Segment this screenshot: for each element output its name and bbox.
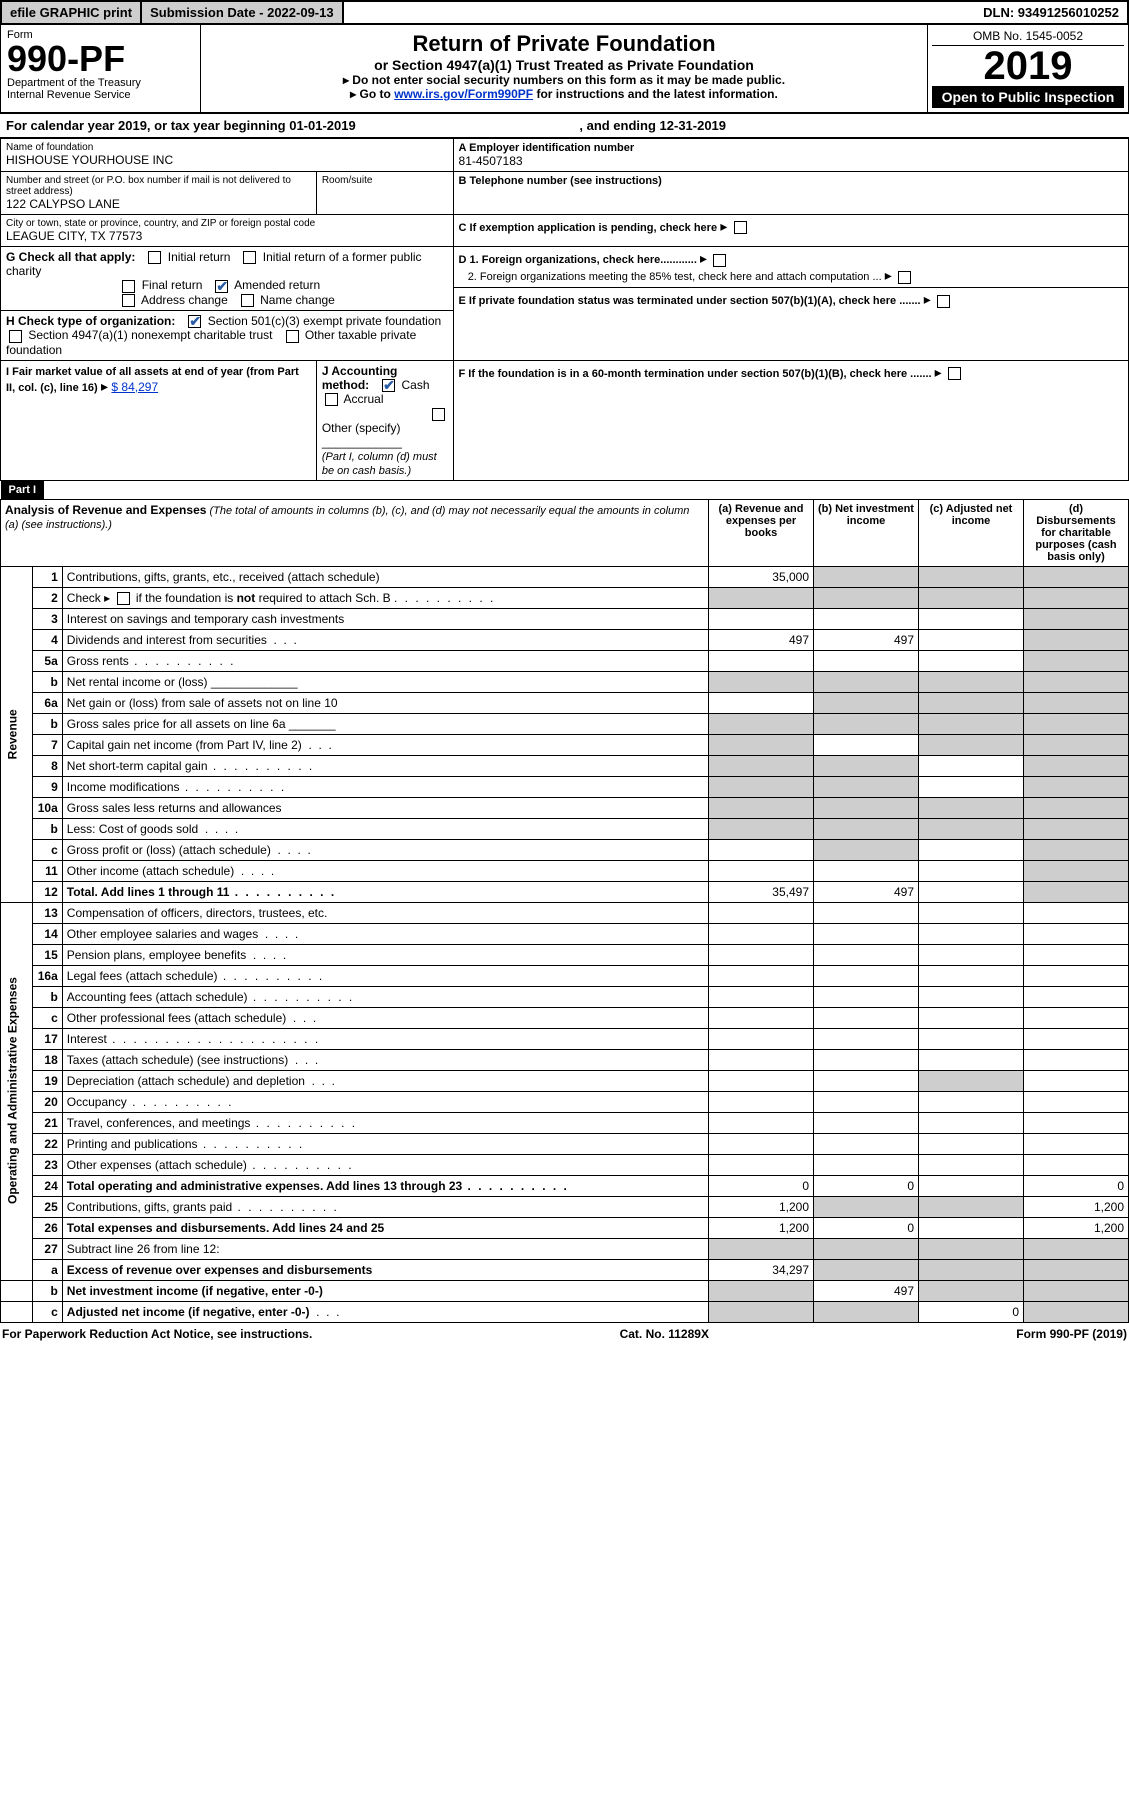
g-final: Final return bbox=[142, 278, 203, 292]
r2-checkbox[interactable] bbox=[117, 592, 130, 605]
j-note: (Part I, column (d) must be on cash basi… bbox=[322, 451, 437, 477]
city-value: LEAGUE CITY, TX 77573 bbox=[6, 229, 448, 243]
col-c-header: (c) Adjusted net income bbox=[919, 499, 1024, 566]
ein-value: 81-4507183 bbox=[459, 154, 1123, 168]
d2-checkbox[interactable] bbox=[898, 271, 911, 284]
dept-label: Department of the Treasury bbox=[7, 77, 194, 89]
h-501c3-checkbox[interactable] bbox=[188, 315, 201, 328]
h-othertax-checkbox[interactable] bbox=[286, 330, 299, 343]
calendar-year-row: For calendar year 2019, or tax year begi… bbox=[0, 113, 1129, 138]
cal-year-begin: For calendar year 2019, or tax year begi… bbox=[6, 118, 356, 133]
f-label: F If the foundation is in a 60-month ter… bbox=[459, 368, 932, 380]
g-amended: Amended return bbox=[234, 278, 320, 292]
h-label: H Check type of organization: bbox=[6, 314, 175, 328]
c-label: C If exemption application is pending, c… bbox=[459, 222, 718, 234]
form-title: Return of Private Foundation bbox=[207, 31, 921, 57]
footer-left: For Paperwork Reduction Act Notice, see … bbox=[2, 1327, 312, 1341]
form-center-block: Return of Private Foundation or Section … bbox=[201, 25, 928, 112]
inspection-box: Open to Public Inspection bbox=[932, 86, 1124, 108]
h-4947: Section 4947(a)(1) nonexempt charitable … bbox=[28, 328, 272, 342]
part1-label: Part I bbox=[1, 481, 45, 499]
footer: For Paperwork Reduction Act Notice, see … bbox=[0, 1323, 1129, 1345]
row-desc: Contributions, gifts, grants, etc., rece… bbox=[62, 566, 708, 587]
form-instr1: ▸ Do not enter social security numbers o… bbox=[207, 73, 921, 87]
foundation-name: HISHOUSE YOURHOUSE INC bbox=[6, 153, 448, 167]
g-addrchange: Address change bbox=[141, 293, 228, 307]
e-checkbox[interactable] bbox=[937, 295, 950, 308]
form-subtitle: or Section 4947(a)(1) Trust Treated as P… bbox=[207, 57, 921, 73]
phone-label: B Telephone number (see instructions) bbox=[459, 175, 1123, 187]
h-501c3: Section 501(c)(3) exempt private foundat… bbox=[208, 314, 441, 328]
g-amended-checkbox[interactable] bbox=[215, 280, 228, 293]
col-b-header: (b) Net investment income bbox=[814, 499, 919, 566]
j-accrual: Accrual bbox=[344, 392, 384, 406]
form-instr2: ▸ Go to www.irs.gov/Form990PF for instru… bbox=[207, 87, 921, 101]
room-label: Room/suite bbox=[322, 175, 448, 186]
dln-label: DLN: 93491256010252 bbox=[975, 2, 1127, 23]
h-4947-checkbox[interactable] bbox=[9, 330, 22, 343]
j-cash-checkbox[interactable] bbox=[382, 379, 395, 392]
footer-mid: Cat. No. 11289X bbox=[620, 1327, 709, 1341]
j-other-checkbox[interactable] bbox=[432, 408, 445, 421]
e-label: E If private foundation status was termi… bbox=[459, 295, 921, 307]
row-num: 1 bbox=[32, 566, 62, 587]
city-label: City or town, state or province, country… bbox=[6, 218, 448, 229]
j-cash: Cash bbox=[402, 378, 430, 392]
instr2-suffix: for instructions and the latest informat… bbox=[533, 87, 778, 101]
name-label: Name of foundation bbox=[6, 142, 448, 153]
g-initial-checkbox[interactable] bbox=[148, 251, 161, 264]
c-checkbox[interactable] bbox=[734, 221, 747, 234]
d1-checkbox[interactable] bbox=[713, 254, 726, 267]
part1-table: Part I Analysis of Revenue and Expenses … bbox=[0, 481, 1129, 1323]
d2-label: 2. Foreign organizations meeting the 85%… bbox=[468, 271, 882, 283]
header-bar: efile GRAPHIC print Submission Date - 20… bbox=[0, 0, 1129, 25]
efile-label: efile GRAPHIC print bbox=[2, 2, 142, 23]
part1-title: Analysis of Revenue and Expenses bbox=[5, 503, 206, 517]
submission-date: Submission Date - 2022-09-13 bbox=[142, 2, 344, 23]
ein-label: A Employer identification number bbox=[459, 142, 1123, 154]
g-final-checkbox[interactable] bbox=[122, 280, 135, 293]
g-initial-former-checkbox[interactable] bbox=[243, 251, 256, 264]
cell-a: 35,000 bbox=[709, 566, 814, 587]
col-a-header: (a) Revenue and expenses per books bbox=[709, 499, 814, 566]
g-addrchange-checkbox[interactable] bbox=[122, 294, 135, 307]
form-link[interactable]: www.irs.gov/Form990PF bbox=[394, 87, 533, 101]
instr2-prefix: ▸ Go to bbox=[350, 87, 394, 101]
entity-table: Name of foundation HISHOUSE YOURHOUSE IN… bbox=[0, 138, 1129, 481]
addr-label: Number and street (or P.O. box number if… bbox=[6, 175, 311, 197]
form-number: 990-PF bbox=[7, 41, 194, 77]
d1-label: D 1. Foreign organizations, check here..… bbox=[459, 254, 697, 266]
revenue-side-label: Revenue bbox=[1, 566, 33, 902]
footer-right: Form 990-PF (2019) bbox=[1016, 1327, 1127, 1341]
g-namechange-checkbox[interactable] bbox=[241, 294, 254, 307]
expenses-side-label: Operating and Administrative Expenses bbox=[1, 902, 33, 1280]
f-checkbox[interactable] bbox=[948, 367, 961, 380]
arrow-icon: ▸ bbox=[720, 218, 727, 234]
form-right-block: OMB No. 1545-0052 2019 Open to Public In… bbox=[928, 25, 1128, 112]
j-other: Other (specify) bbox=[322, 421, 401, 435]
col-d-header: (d) Disbursements for charitable purpose… bbox=[1024, 499, 1129, 566]
irs-label: Internal Revenue Service bbox=[7, 89, 194, 101]
tax-year: 2019 bbox=[932, 46, 1124, 86]
form-left-block: Form 990-PF Department of the Treasury I… bbox=[1, 25, 201, 112]
cal-year-end: , and ending 12-31-2019 bbox=[579, 118, 726, 133]
g-namechange: Name change bbox=[260, 293, 335, 307]
addr-value: 122 CALYPSO LANE bbox=[6, 197, 311, 211]
g-initial: Initial return bbox=[168, 250, 231, 264]
i-value[interactable]: $ 84,297 bbox=[111, 380, 158, 394]
g-label: G Check all that apply: bbox=[6, 250, 135, 264]
j-accrual-checkbox[interactable] bbox=[325, 393, 338, 406]
